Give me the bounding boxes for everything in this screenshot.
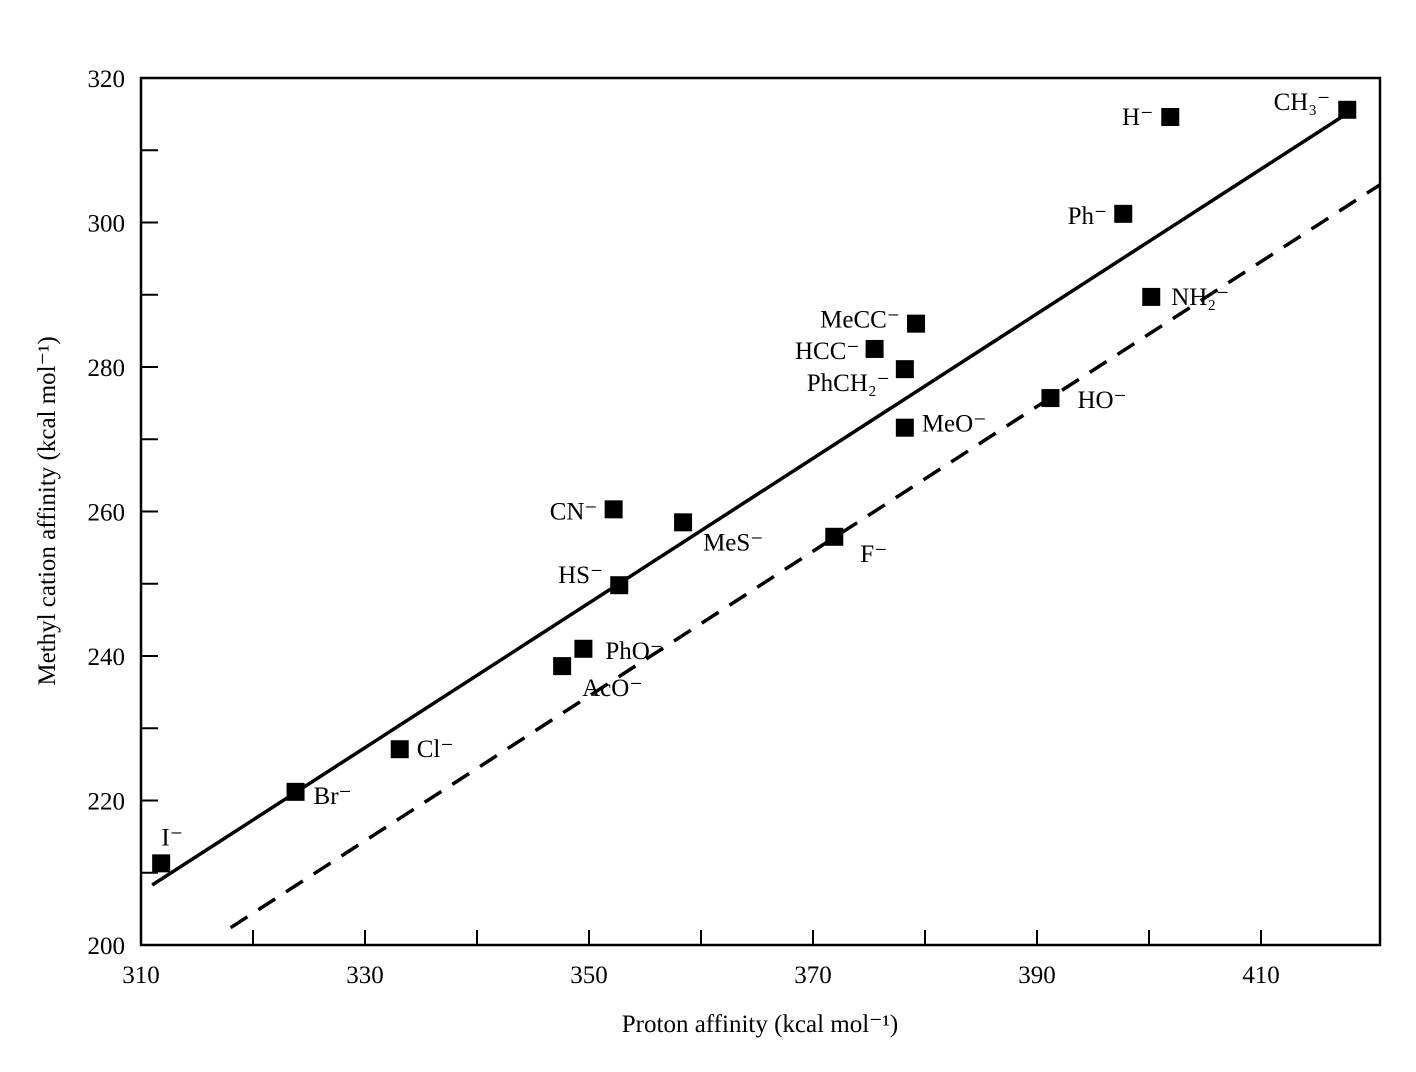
data-point (1114, 204, 1133, 223)
x-tick-label: 370 (794, 962, 832, 989)
data-point (825, 527, 844, 546)
point-label: Cl⁻ (417, 736, 454, 763)
point-label: Ph⁻ (1068, 203, 1108, 230)
data-point (1041, 389, 1060, 408)
point-label: MeS⁻ (703, 529, 763, 556)
data-point (152, 854, 171, 873)
data-point (674, 513, 693, 532)
y-tick-label: 220 (88, 789, 126, 816)
point-label: AcO⁻ (582, 675, 642, 702)
data-point (553, 657, 572, 676)
data-point (895, 418, 914, 437)
data-point (286, 782, 305, 801)
y-tick-label: 260 (88, 500, 126, 527)
x-tick-label: 330 (346, 962, 384, 989)
data-point (1338, 100, 1357, 119)
x-tick-label: 390 (1018, 962, 1056, 989)
point-label: NH₂⁻ (1171, 284, 1229, 311)
data-point (865, 339, 884, 358)
data-point (1161, 108, 1180, 127)
point-label: MeCC⁻ (820, 307, 900, 334)
data-point (574, 639, 593, 658)
point-label: MeO⁻ (922, 411, 987, 438)
data-point (390, 740, 409, 759)
point-label: HCC⁻ (795, 338, 860, 365)
x-tick-label: 350 (570, 962, 608, 989)
point-label: HO⁻ (1077, 387, 1126, 414)
dashed-fit-line (229, 183, 1381, 930)
point-label: F⁻ (860, 541, 887, 568)
data-point (895, 360, 914, 379)
data-point (907, 314, 926, 333)
point-label: HS⁻ (558, 562, 603, 589)
x-tick-label: 410 (1242, 962, 1280, 989)
point-label: CH₃⁻ (1274, 89, 1331, 116)
data-point (604, 500, 623, 519)
data-point (610, 576, 629, 595)
y-tick-label: 320 (88, 66, 126, 93)
x-tick-label: 310 (122, 962, 160, 989)
plot-frame (139, 76, 1382, 947)
x-axis-label: Proton affinity (kcal mol⁻¹) (622, 1011, 898, 1038)
y-tick-label: 200 (88, 933, 126, 960)
y-axis-label: Methyl cation affinity (kcal mol⁻¹) (34, 336, 61, 685)
y-tick-label: 300 (88, 211, 126, 238)
point-label: PhCH₂⁻ (807, 370, 890, 397)
point-label: CN⁻ (550, 498, 598, 525)
solid-fit-line (151, 110, 1351, 887)
data-point (1142, 287, 1161, 306)
y-tick-label: 240 (88, 644, 126, 671)
point-label: I⁻ (161, 824, 183, 851)
point-label: PhO⁻ (605, 638, 663, 665)
point-label: H⁻ (1122, 104, 1153, 131)
y-tick-label: 280 (88, 355, 126, 382)
point-label: Br⁻ (314, 783, 352, 810)
